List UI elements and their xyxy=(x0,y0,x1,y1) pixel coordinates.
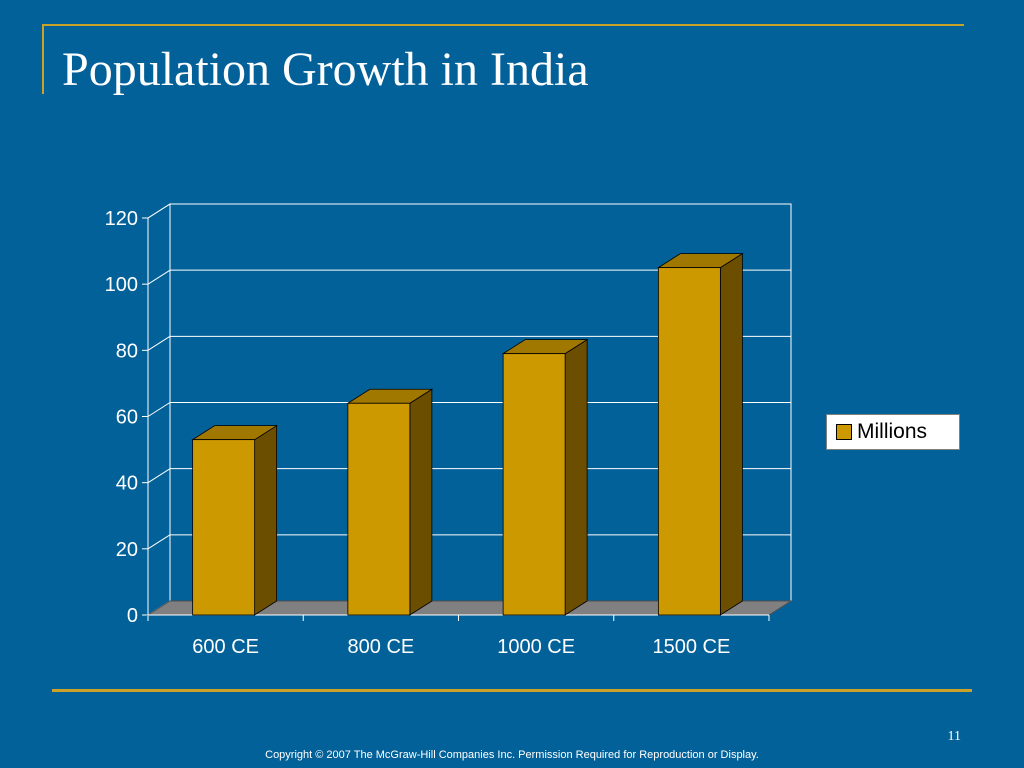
y-tick-label: 80 xyxy=(116,340,138,362)
copyright-notice: Copyright © 2007 The McGraw-Hill Compani… xyxy=(265,749,759,761)
y-tick-label: 20 xyxy=(116,539,138,561)
bar xyxy=(192,439,256,616)
y-tick-label: 60 xyxy=(116,407,138,429)
x-tick-label: 1500 CE xyxy=(652,636,730,658)
chart-legend: Millions xyxy=(826,414,960,450)
gridline-side xyxy=(147,468,171,484)
footer-rule xyxy=(52,689,972,692)
slide-title: Population Growth in India xyxy=(62,43,589,96)
bar xyxy=(502,353,566,616)
y-tick-label: 100 xyxy=(105,274,138,296)
bar-side xyxy=(719,252,743,616)
gridline-side xyxy=(147,269,171,285)
y-tick-label: 0 xyxy=(127,605,138,627)
slide-number: 11 xyxy=(947,729,961,744)
x-tick-label: 1000 CE xyxy=(497,636,575,658)
y-tick-label: 120 xyxy=(105,208,138,230)
gridline-side xyxy=(147,402,171,417)
title-frame-left-rule xyxy=(42,24,44,94)
gridline-side xyxy=(147,335,171,351)
legend-label-millions: Millions xyxy=(857,420,928,443)
bar-side xyxy=(409,388,433,616)
legend-swatch-millions xyxy=(836,424,852,440)
bar xyxy=(347,402,411,616)
x-tick-label: 800 CE xyxy=(348,636,415,658)
gridline-side xyxy=(147,203,171,219)
gridline-side xyxy=(147,534,171,550)
y-tick-label: 40 xyxy=(116,473,138,495)
title-frame-top-rule xyxy=(42,24,964,26)
bar-side xyxy=(564,338,588,616)
bar xyxy=(657,267,721,616)
bar-side xyxy=(254,424,278,616)
x-tick-label: 600 CE xyxy=(192,636,259,658)
